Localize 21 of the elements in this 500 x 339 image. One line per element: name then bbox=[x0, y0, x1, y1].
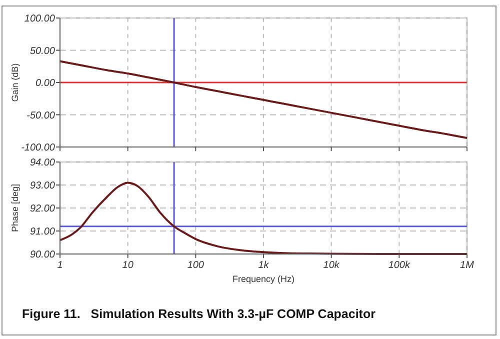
x-tick-label: 100k bbox=[388, 260, 412, 271]
y-axis-title: Phase [deg] bbox=[10, 184, 20, 232]
y-tick-label: 92.00 bbox=[30, 204, 56, 214]
y-tick-label: 93.00 bbox=[30, 180, 56, 192]
y-tick-label: 0.00 bbox=[36, 78, 56, 89]
x-tick-label: 1k bbox=[258, 260, 270, 271]
y-tick-label: 100.00 bbox=[24, 14, 56, 24]
x-axis-title: Frequency (Hz) bbox=[232, 274, 295, 284]
x-tick-label: 100 bbox=[187, 260, 204, 271]
y-tick-label: -100.00 bbox=[21, 142, 56, 154]
x-tick-label: 1M bbox=[460, 260, 475, 271]
y-tick-label: 94.00 bbox=[30, 158, 56, 168]
x-tick-label: 10 bbox=[122, 260, 134, 271]
y-tick-label: -50.00 bbox=[26, 110, 56, 122]
y-tick-label: 90.00 bbox=[30, 250, 56, 260]
x-tick-label: 1 bbox=[57, 260, 63, 271]
y-tick-label: 50.00 bbox=[30, 46, 56, 57]
y-tick-label: 91.00 bbox=[30, 226, 56, 238]
x-tick-label: 10k bbox=[323, 260, 340, 271]
caption: Figure 11. Simulation Results With 3.3-µF COMP Capacitor bbox=[22, 307, 376, 321]
y-axis-title: Gain (dB) bbox=[10, 63, 20, 102]
